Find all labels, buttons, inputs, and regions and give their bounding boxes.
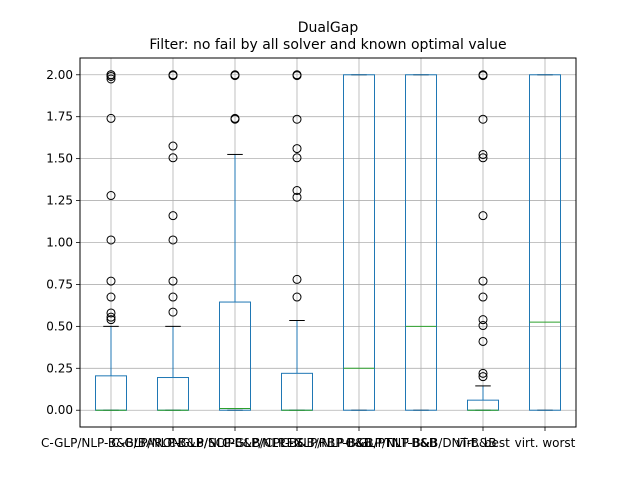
y-tick-label: 1.50 xyxy=(46,152,73,166)
y-tick-label: 0.00 xyxy=(46,403,73,417)
outlier-point xyxy=(292,70,302,80)
outlier-point xyxy=(292,114,302,124)
outlier-point xyxy=(106,191,116,201)
y-tick-label: 1.75 xyxy=(46,110,73,124)
outlier-point xyxy=(106,235,116,245)
y-tick-label: 2.00 xyxy=(46,68,73,82)
outlier-point xyxy=(168,276,178,286)
box-group xyxy=(529,74,561,411)
x-axis: C-GLP/NLP-B&B/BARONC-GLP/NLP-B&B/SCIPC-G… xyxy=(41,427,576,450)
outlier-point xyxy=(106,292,116,302)
outlier-point xyxy=(106,113,116,123)
outlier-point xyxy=(106,308,116,318)
outlier-point xyxy=(230,113,240,123)
y-tick-label: 1.25 xyxy=(46,194,73,208)
outlier-point xyxy=(478,292,488,302)
outlier-point xyxy=(168,307,178,317)
x-tick-label: virt. best xyxy=(456,436,510,450)
outlier-point xyxy=(230,70,240,80)
outlier-point xyxy=(478,149,488,159)
box-group xyxy=(157,70,189,411)
chart-subtitle: Filter: no fail by all solver and known … xyxy=(149,37,506,53)
outlier-point xyxy=(168,292,178,302)
x-tick-label: C-GLP/NLP-B&B/DNT-B&B xyxy=(346,436,497,450)
outlier-point xyxy=(478,211,488,221)
box-iqr xyxy=(529,74,561,411)
box-group xyxy=(95,70,127,411)
chart-title: DualGap xyxy=(298,20,359,36)
outlier-point xyxy=(478,368,488,378)
outlier-point xyxy=(292,192,302,202)
outlier-point xyxy=(292,274,302,284)
outlier-point xyxy=(168,211,178,221)
x-tick-label: C-GLP/NLP-B&B/RBP-B&B xyxy=(222,436,372,450)
outlier-point xyxy=(168,141,178,151)
outlier-point xyxy=(168,70,178,80)
y-tick-label: 1.00 xyxy=(46,236,73,250)
outlier-point xyxy=(106,70,116,80)
outlier-point xyxy=(106,276,116,286)
box-iqr xyxy=(405,74,437,411)
outlier-point xyxy=(478,70,488,80)
outlier-point xyxy=(292,153,302,163)
y-axis: 0.00 0.25 0.50 0.75 1.00 1.25 1.50 1.75 2.00 xyxy=(46,68,80,417)
outlier-point xyxy=(292,144,302,154)
outlier-point xyxy=(292,186,302,196)
outlier-point xyxy=(478,153,488,163)
outlier-point xyxy=(106,74,116,84)
y-tick-label: 0.75 xyxy=(46,277,73,291)
x-tick-label: C-GLP/NLP-B&B/SCIP xyxy=(111,436,235,450)
y-tick-label: 0.25 xyxy=(46,361,73,375)
outlier-point xyxy=(478,321,488,331)
box-layer xyxy=(95,70,561,411)
grid-layer xyxy=(80,58,576,427)
x-tick-label: virt. worst xyxy=(515,436,576,450)
outlier-point xyxy=(478,276,488,286)
outlier-point xyxy=(478,114,488,124)
y-tick-label: 0.50 xyxy=(46,319,73,333)
box-iqr xyxy=(343,74,375,411)
outlier-point xyxy=(106,315,116,325)
outlier-point xyxy=(168,235,178,245)
outlier-point xyxy=(106,312,116,322)
outlier-point xyxy=(168,153,178,163)
box-group xyxy=(405,74,437,411)
x-tick-label: C-GLP/NLP-B&B/BARON xyxy=(41,436,181,450)
x-tick-label: C-GLP/NLP-B&B/PTNT-B&B xyxy=(281,436,437,450)
box-group xyxy=(281,70,313,411)
outlier-point xyxy=(478,315,488,325)
outlier-point xyxy=(478,336,488,346)
box-group xyxy=(343,74,375,411)
box-group xyxy=(467,70,499,411)
outlier-point xyxy=(292,292,302,302)
box-iqr xyxy=(219,301,251,411)
outlier-point xyxy=(478,372,488,382)
box-group xyxy=(219,70,251,411)
x-tick-label: C-GLP/NLP-B&B/CPLEX xyxy=(168,436,303,450)
